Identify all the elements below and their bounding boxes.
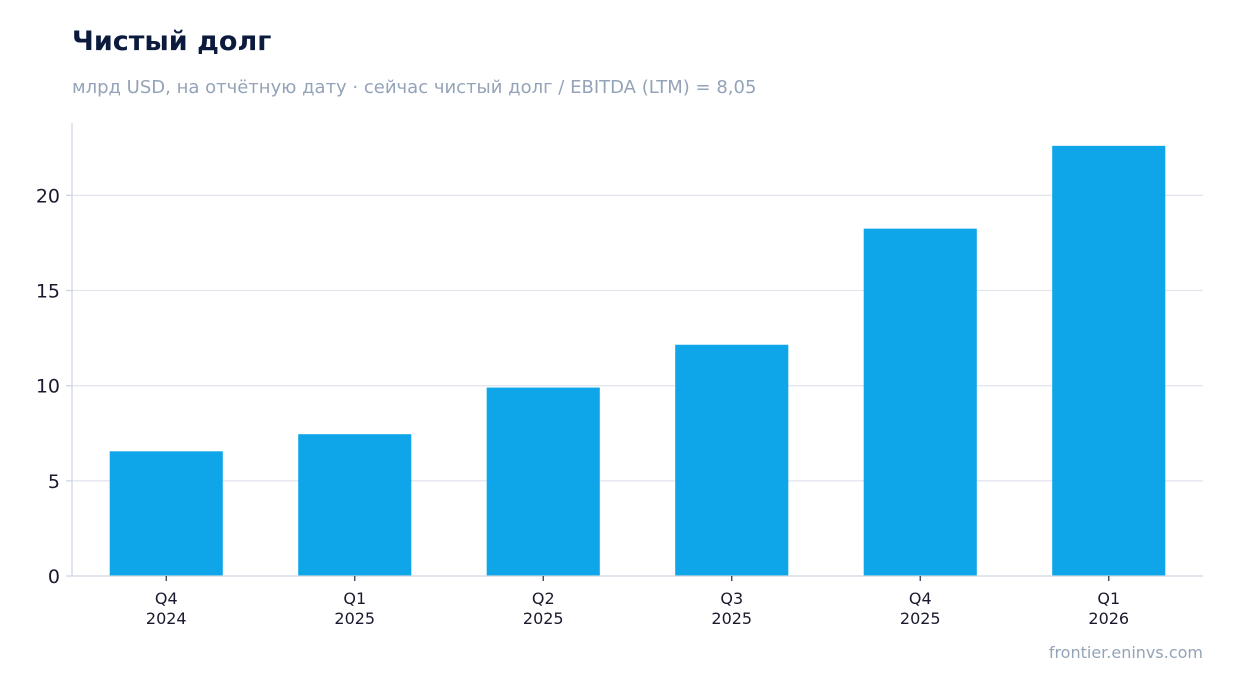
bar xyxy=(298,434,412,576)
x-tick-label: Q4 2024 xyxy=(146,589,187,628)
y-tick-label: 15 xyxy=(36,280,60,302)
x-tick-label-line: Q3 xyxy=(720,589,743,608)
bars xyxy=(109,145,1166,577)
x-tick-label-line: 2025 xyxy=(711,609,752,628)
y-tick-label: 20 xyxy=(36,185,60,207)
axes xyxy=(66,123,1203,581)
bar xyxy=(675,344,789,576)
bar xyxy=(1052,145,1166,576)
x-tick-label: Q4 2025 xyxy=(900,589,941,628)
x-tick-label-line: Q1 xyxy=(343,589,366,608)
x-tick-label-line: Q4 xyxy=(909,589,932,608)
x-tick-label-line: 2024 xyxy=(146,609,187,628)
chart-subtitle: млрд USD, на отчётную дату · сейчас чист… xyxy=(72,77,757,98)
chart-title: Чистый долг xyxy=(72,26,272,57)
y-tick-label: 10 xyxy=(36,376,60,398)
bar xyxy=(863,228,977,577)
x-tick-label: Q1 2026 xyxy=(1088,589,1129,628)
x-tick-label-line: 2025 xyxy=(900,609,941,628)
x-tick-label-line: Q1 xyxy=(1097,589,1120,608)
y-tick-label: 0 xyxy=(48,566,60,588)
x-tick-label-line: 2025 xyxy=(523,609,564,628)
x-tick-label: Q2 2025 xyxy=(523,589,564,628)
x-tick-label: Q1 2025 xyxy=(334,589,375,628)
x-tick-label-line: 2025 xyxy=(334,609,375,628)
bar xyxy=(109,451,223,576)
source-footer: frontier.eninvs.com xyxy=(1048,643,1203,662)
y-tick-label: 5 xyxy=(48,471,60,493)
x-tick-label-line: Q2 xyxy=(532,589,555,608)
x-tick-label: Q3 2025 xyxy=(711,589,752,628)
x-tick-label-line: Q4 xyxy=(155,589,178,608)
bar xyxy=(486,387,600,576)
grid-lines xyxy=(72,194,1203,482)
x-tick-label-line: 2026 xyxy=(1088,609,1129,628)
